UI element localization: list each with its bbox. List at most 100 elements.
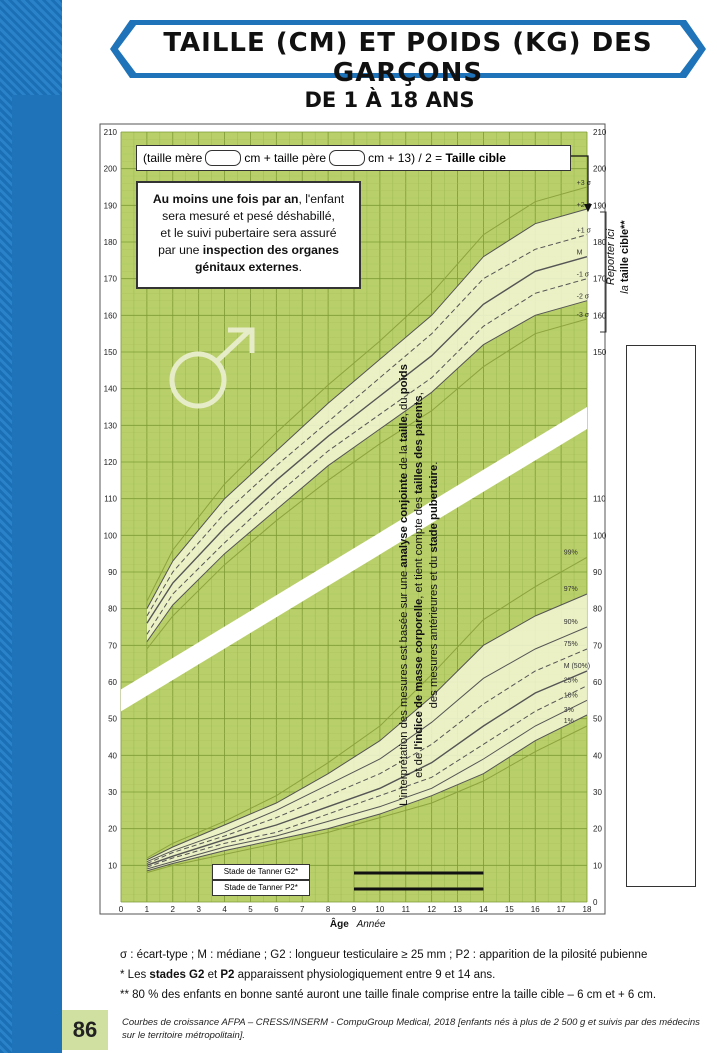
- rn-m: stade pubertaire: [428, 464, 440, 553]
- weight-band: [146, 594, 587, 871]
- weight-curve: [146, 685, 588, 868]
- note-2b: stades G2: [149, 969, 205, 981]
- height-curve: [146, 300, 588, 642]
- x-axis-unit: Année: [356, 919, 386, 930]
- note-2a: * Les: [120, 969, 150, 981]
- info-bold-1: Au moins une fois par an: [152, 192, 299, 206]
- left-tick-label: 50: [108, 715, 117, 724]
- right-weight-tick: 110: [593, 495, 606, 504]
- target-height-formula: (taille mère cm + taille père cm + 13) /…: [136, 145, 571, 171]
- rn-b: analyse conjointe: [398, 472, 410, 568]
- sidebar-strip: [12, 95, 62, 1053]
- height-curve-label: +1 σ: [577, 228, 592, 235]
- x-tick-label: 9: [352, 905, 357, 914]
- left-tick-label: 10: [108, 861, 117, 870]
- right-height-tick: 200: [593, 165, 607, 174]
- male-symbol-icon: [169, 351, 227, 409]
- note-2c: et: [204, 969, 221, 981]
- rn-l: des mesures antérieures et du: [428, 552, 440, 709]
- male-symbol-arrow: [215, 328, 252, 363]
- info-box: Au moins une fois par an, l'enfant sera …: [136, 181, 361, 289]
- male-symbol-head: [228, 327, 255, 353]
- height-curve: [146, 186, 588, 602]
- weight-curve: [146, 626, 588, 863]
- interpretation-line-3: des mesures antérieures et du stade pube…: [427, 320, 442, 850]
- note-2d: P2: [220, 969, 235, 981]
- target-arrowhead: [584, 204, 592, 212]
- right-weight-tick: 10: [593, 861, 602, 870]
- interpretation-text: L'interprétation des mesures est basée s…: [397, 320, 442, 850]
- interpretation-box: [626, 345, 696, 887]
- x-tick-label: 5: [248, 905, 253, 914]
- x-tick-label: 8: [326, 905, 331, 914]
- right-height-tick: 210: [593, 128, 607, 137]
- right-weight-tick: 80: [593, 605, 602, 614]
- rn-d: taille: [398, 416, 410, 442]
- weight-curve-label: 99%: [564, 549, 578, 556]
- rn-e: , du: [398, 394, 410, 417]
- report-target-note: Reporter ici la taille cible**: [604, 177, 632, 337]
- weight-curve-label: 10%: [564, 692, 578, 699]
- rn-c: de la: [398, 442, 410, 473]
- height-curve: [146, 318, 588, 650]
- height-curve: [146, 278, 588, 635]
- interpretation-box-frame: [626, 345, 696, 887]
- formula-mid: cm + taille père: [244, 151, 327, 165]
- right-height-tick: 160: [593, 311, 607, 320]
- info-text-1: , l'enfant: [298, 192, 345, 206]
- rn-g: et de: [413, 749, 425, 778]
- separator-band: [121, 407, 587, 712]
- weight-curve-label: 90%: [564, 619, 578, 626]
- weight-curve-label: 1%: [564, 718, 574, 725]
- tanner-p2-label: Stade de Tanner P2*: [212, 880, 310, 896]
- height-curve: [146, 256, 588, 624]
- formula-suffix: cm + 13) / 2 =: [368, 151, 443, 165]
- formula-prefix: (taille mère: [143, 151, 203, 165]
- info-text-5: .: [298, 260, 303, 274]
- height-curve-label: -1 σ: [577, 272, 590, 279]
- weight-curve-label: 75%: [564, 641, 578, 648]
- weight-curve-label: M (50%): [564, 663, 590, 670]
- x-tick-label: 6: [274, 905, 279, 914]
- x-tick-label: 16: [531, 905, 540, 914]
- x-tick-label: 3: [196, 905, 201, 914]
- left-tick-label: 150: [104, 348, 118, 357]
- title-banner: [108, 18, 708, 80]
- interpretation-line-1: L'interprétation des mesures est basée s…: [397, 320, 412, 850]
- info-bold-5: génitaux externes: [194, 260, 299, 274]
- weight-curve-label: 3%: [564, 707, 574, 714]
- note-target: ** 80 % des enfants en bonne santé auron…: [120, 989, 657, 1001]
- right-weight-tick: 40: [593, 751, 602, 760]
- rn-a: L'interprétation des mesures est basée s…: [398, 567, 410, 806]
- left-tick-label: 140: [104, 385, 118, 394]
- mother-height-input[interactable]: [205, 150, 242, 166]
- report-line-2b: taille cible**: [619, 220, 631, 283]
- left-tick-label: 110: [104, 495, 117, 504]
- weight-curve: [146, 699, 588, 870]
- left-tick-label: 190: [104, 201, 118, 210]
- x-tick-label: 15: [505, 905, 514, 914]
- report-line-2a: la: [619, 282, 631, 294]
- father-height-input[interactable]: [329, 150, 366, 166]
- x-tick-label: 11: [402, 905, 411, 914]
- x-tick-label: 7: [300, 905, 305, 914]
- info-bold-4: inspection des organes: [202, 243, 339, 257]
- left-tick-label: 20: [108, 825, 117, 834]
- formula-target-label: Taille cible: [445, 151, 506, 165]
- left-tick-label: 160: [104, 311, 118, 320]
- right-height-tick: 150: [593, 348, 607, 357]
- page-number: 86: [62, 1010, 108, 1050]
- page-subtitle: DE 1 À 18 ANS: [304, 88, 475, 112]
- right-weight-tick: 70: [593, 641, 602, 650]
- tanner-g2-label: Stade de Tanner G2*: [212, 864, 310, 880]
- height-curve-label: -2 σ: [577, 294, 590, 301]
- height-curve-label: +3 σ: [577, 180, 592, 187]
- x-tick-label: 12: [427, 905, 436, 914]
- rn-n: .: [428, 461, 440, 465]
- weight-curve: [146, 725, 588, 874]
- height-curve-label: M: [577, 250, 583, 257]
- x-tick-label: 18: [583, 905, 592, 914]
- x-tick-label: 14: [479, 905, 488, 914]
- x-tick-label: 4: [222, 905, 227, 914]
- weight-curve: [146, 670, 588, 866]
